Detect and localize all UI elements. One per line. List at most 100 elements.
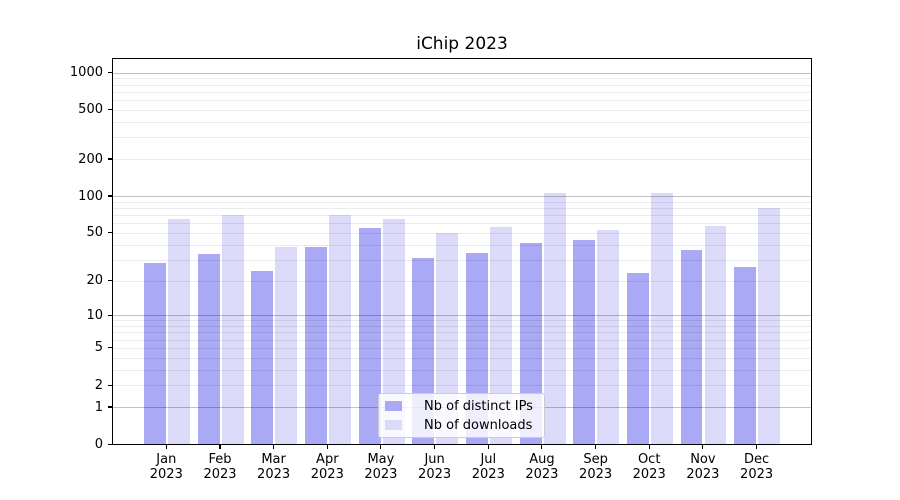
x-tick-nov — [702, 444, 704, 449]
bar-ips-jan — [144, 262, 166, 444]
gridline-minor-700 — [113, 91, 811, 93]
gridline-minor-400 — [113, 121, 811, 123]
x-tick-label-apr: Apr 2023 — [310, 452, 344, 482]
bar-ips-feb — [197, 254, 220, 444]
x-tick-aug — [541, 444, 543, 449]
gridline-major-1000 — [113, 72, 811, 74]
y-tick-label-0: 0 — [94, 436, 103, 452]
bar-downloads-jul — [489, 226, 512, 444]
gridline-minor-50 — [113, 232, 811, 234]
y-tick-10 — [108, 314, 113, 316]
bar-ips-dec — [734, 266, 757, 444]
bar-downloads-dec — [758, 208, 781, 444]
bar-downloads-aug — [543, 192, 566, 444]
bar-ips-may — [358, 227, 381, 444]
bar-ips-mar — [251, 270, 274, 444]
gridline-minor-2 — [113, 385, 811, 387]
gridline-minor-30 — [113, 259, 811, 261]
gridline-minor-800 — [113, 84, 811, 86]
y-tick-label-2: 2 — [94, 377, 103, 393]
bar-downloads-nov — [704, 225, 727, 444]
x-tick-label-jul: Jul 2023 — [471, 452, 505, 482]
y-tick-1 — [108, 406, 113, 408]
bar-ips-sep — [573, 240, 596, 444]
y-tick-5 — [108, 347, 113, 349]
x-tick-label-sep: Sep 2023 — [579, 452, 613, 482]
bar-downloads-feb — [221, 215, 244, 444]
x-tick-dec — [756, 444, 758, 449]
bar-downloads-apr — [328, 215, 351, 444]
gridline-minor-900 — [113, 78, 811, 80]
x-tick-may — [380, 444, 382, 449]
legend-swatch-downloads — [385, 419, 402, 431]
gridline-minor-60 — [113, 223, 811, 225]
y-tick-label-10: 10 — [86, 307, 103, 323]
y-tick-label-100: 100 — [78, 188, 103, 204]
bar-downloads-jan — [168, 219, 190, 444]
y-tick-label-5: 5 — [94, 340, 103, 356]
y-tick-2 — [108, 384, 113, 386]
y-tick-label-1000: 1000 — [69, 65, 103, 81]
x-tick-label-mar: Mar 2023 — [257, 452, 291, 482]
chart-title: iChip 2023 — [416, 34, 508, 54]
y-tick-500 — [108, 109, 113, 111]
y-tick-50 — [108, 232, 113, 234]
x-tick-jun — [434, 444, 436, 449]
x-tick-label-jan: Jan 2023 — [149, 452, 183, 482]
gridline-minor-200 — [113, 159, 811, 160]
y-tick-1000 — [108, 72, 113, 74]
gridline-minor-8 — [113, 326, 811, 328]
x-tick-label-oct: Oct 2023 — [632, 452, 666, 482]
y-tick-label-50: 50 — [86, 225, 103, 241]
x-tick-label-jun: Jun 2023 — [418, 452, 452, 482]
y-tick-label-200: 200 — [78, 151, 103, 167]
gridline-minor-4 — [113, 357, 811, 359]
gridline-major-100 — [113, 196, 811, 197]
x-tick-label-may: May 2023 — [364, 452, 398, 482]
bar-downloads-may — [382, 219, 405, 444]
x-tick-sep — [595, 444, 597, 449]
y-tick-100 — [108, 195, 113, 197]
bar-ips-nov — [680, 249, 703, 444]
x-tick-label-feb: Feb 2023 — [203, 452, 237, 482]
gridline-minor-500 — [113, 109, 811, 111]
x-tick-feb — [219, 444, 221, 449]
legend-swatch-distinct-ips — [385, 400, 402, 412]
legend: Nb of distinct IPs Nb of downloads — [378, 393, 545, 438]
x-tick-jan — [165, 444, 167, 449]
gridline-minor-5 — [113, 347, 811, 349]
x-tick-label-aug: Aug 2023 — [525, 452, 559, 482]
y-tick-label-500: 500 — [78, 102, 103, 118]
legend-label-distinct-ips: Nb of distinct IPs — [424, 398, 533, 414]
bar-ips-oct — [626, 273, 649, 444]
x-tick-oct — [648, 444, 650, 449]
gridline-minor-80 — [113, 207, 811, 209]
x-tick-label-nov: Nov 2023 — [686, 452, 720, 482]
gridline-minor-7 — [113, 332, 811, 334]
gridline-minor-20 — [113, 280, 811, 282]
y-tick-0 — [108, 443, 113, 445]
x-tick-mar — [273, 444, 275, 449]
y-tick-label-1: 1 — [94, 399, 103, 415]
x-tick-jul — [487, 444, 489, 449]
legend-item-distinct-ips: Nb of distinct IPs — [385, 397, 538, 416]
gridline-minor-90 — [113, 201, 811, 203]
gridline-minor-600 — [113, 100, 811, 102]
bar-ips-apr — [304, 246, 327, 444]
gridline-minor-40 — [113, 244, 811, 246]
bar-downloads-mar — [275, 246, 298, 444]
bar-downloads-jun — [436, 232, 459, 444]
bar-downloads-sep — [597, 230, 620, 444]
y-tick-200 — [108, 158, 113, 160]
gridline-minor-3 — [113, 369, 811, 371]
gridline-major-10 — [113, 315, 811, 317]
legend-label-downloads: Nb of downloads — [424, 417, 533, 433]
gridline-minor-70 — [113, 215, 811, 216]
x-tick-label-dec: Dec 2023 — [740, 452, 774, 482]
y-tick-label-20: 20 — [86, 273, 103, 288]
gridline-minor-300 — [113, 137, 811, 139]
y-tick-20 — [108, 279, 113, 282]
bar-downloads-oct — [650, 193, 673, 444]
x-tick-apr — [326, 444, 328, 449]
